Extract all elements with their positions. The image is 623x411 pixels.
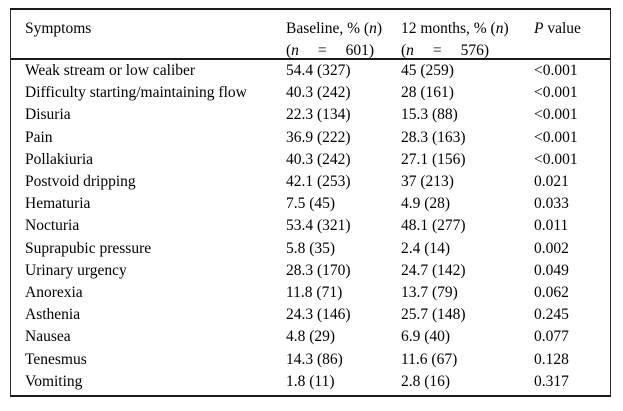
table-row: Hematuria 7.5 (45) 4.9 (28) 0.033 [25, 193, 610, 215]
baseline-header-line1: Baseline, % (n) [286, 20, 382, 37]
symptom-cell: Disuria [25, 106, 71, 124]
months12-cell: 13.7 (79) [401, 283, 458, 301]
pvalue-cell: 0.011 [534, 217, 569, 235]
baseline-cell: 1.8 (11) [286, 372, 335, 390]
table-row: Urinary urgency 28.3 (170) 24.7 (142) 0.… [25, 260, 610, 282]
column-header-12-months: 12 months, % (n) (n = 576) [401, 18, 534, 62]
months12-sample-size: (n = 576) [401, 42, 489, 59]
symptom-cell: Weak stream or low caliber [25, 62, 196, 80]
table-row: Pain 36.9 (222) 28.3 (163) <0.001 [25, 127, 610, 149]
table-row: Vomiting 1.8 (11) 2.8 (16) 0.317 [25, 371, 610, 393]
months12-cell: 25.7 (148) [401, 306, 466, 324]
months12-cell: 2.8 (16) [401, 372, 451, 390]
table-row: Difficulty starting/maintaining flow 40.… [25, 82, 610, 104]
months12-cell: 15.3 (88) [401, 106, 458, 124]
table-row: Weak stream or low caliber 54.4 (327) 45… [25, 60, 610, 82]
baseline-cell: 24.3 (146) [286, 306, 351, 324]
symptom-cell: Postvoid dripping [25, 173, 136, 191]
months12-cell: 24.7 (142) [401, 261, 466, 279]
column-header-symptoms: Symptoms [25, 20, 92, 37]
baseline-cell: 40.3 (242) [286, 150, 351, 168]
symptom-cell: Nocturia [25, 217, 80, 235]
pvalue-cell: 0.317 [534, 372, 569, 390]
baseline-cell: 22.3 (134) [286, 106, 351, 124]
symptom-cell: Anorexia [25, 283, 83, 301]
baseline-cell: 7.5 (45) [286, 195, 336, 213]
pvalue-cell: 0.033 [534, 195, 569, 213]
pvalue-cell: 0.245 [534, 306, 569, 324]
baseline-cell: 36.9 (222) [286, 128, 351, 146]
symptom-cell: Nausea [25, 328, 71, 346]
table-row: Anorexia 11.8 (71) 13.7 (79) 0.062 [25, 282, 610, 304]
months12-header-line1: 12 months, % (n) [401, 20, 509, 37]
pvalue-cell: <0.001 [534, 62, 578, 80]
table-row: Postvoid dripping 42.1 (253) 37 (213) 0.… [25, 171, 610, 193]
pvalue-cell: <0.001 [534, 106, 578, 124]
months12-cell: 48.1 (277) [401, 217, 466, 235]
pvalue-cell: 0.021 [534, 173, 569, 191]
symptom-cell: Tenesmus [25, 350, 87, 368]
table-row: Nocturia 53.4 (321) 48.1 (277) 0.011 [25, 215, 610, 237]
symptoms-results-table: Symptoms Baseline, % (n) (n = 601) 12 mont… [10, 8, 611, 397]
pvalue-cell: <0.001 [534, 84, 578, 102]
symptom-cell: Urinary urgency [25, 261, 127, 279]
pvalue-cell: <0.001 [534, 150, 578, 168]
baseline-cell: 5.8 (35) [286, 239, 336, 257]
baseline-cell: 42.1 (253) [286, 173, 351, 191]
table-row: Disuria 22.3 (134) 15.3 (88) <0.001 [25, 104, 610, 126]
pvalue-cell: <0.001 [534, 128, 578, 146]
table-row: Asthenia 24.3 (146) 25.7 (148) 0.245 [25, 304, 610, 326]
baseline-cell: 53.4 (321) [286, 217, 351, 235]
table-row: Suprapubic pressure 5.8 (35) 2.4 (14) 0.… [25, 238, 610, 260]
months12-cell: 6.9 (40) [401, 328, 451, 346]
symptom-cell: Asthenia [25, 306, 81, 324]
months12-cell: 27.1 (156) [401, 150, 466, 168]
months12-cell: 37 (213) [401, 173, 454, 191]
baseline-cell: 54.4 (327) [286, 62, 351, 80]
pvalue-cell: 0.049 [534, 261, 569, 279]
baseline-cell: 4.8 (29) [286, 328, 336, 346]
pvalue-cell: 0.077 [534, 328, 569, 346]
symptom-cell: Hematuria [25, 195, 91, 213]
months12-cell: 4.9 (28) [401, 195, 451, 213]
pvalue-cell: 0.002 [534, 239, 569, 257]
table-row: Nausea 4.8 (29) 6.9 (40) 0.077 [25, 326, 610, 348]
symptom-cell: Pollakiuria [25, 150, 94, 168]
baseline-cell: 40.3 (242) [286, 84, 351, 102]
months12-cell: 28 (161) [401, 84, 454, 102]
baseline-cell: 11.8 (71) [286, 283, 343, 301]
table-body: Weak stream or low caliber 54.4 (327) 45… [11, 60, 610, 393]
months12-cell: 45 (259) [401, 62, 454, 80]
table-header-row: Symptoms Baseline, % (n) (n = 601) 12 mont… [11, 10, 610, 60]
pvalue-cell: 0.062 [534, 283, 569, 301]
baseline-sample-size: (n = 601) [286, 42, 374, 59]
symptom-cell: Pain [25, 128, 53, 146]
symptom-cell: Suprapubic pressure [25, 239, 152, 257]
table-row: Pollakiuria 40.3 (242) 27.1 (156) <0.001 [25, 149, 610, 171]
symptom-cell: Difficulty starting/maintaining flow [25, 84, 247, 102]
months12-cell: 2.4 (14) [401, 239, 451, 257]
pvalue-cell: 0.128 [534, 350, 569, 368]
months12-cell: 11.6 (67) [401, 350, 458, 368]
table-row: Tenesmus 14.3 (86) 11.6 (67) 0.128 [25, 348, 610, 370]
baseline-cell: 14.3 (86) [286, 350, 343, 368]
months12-cell: 28.3 (163) [401, 128, 466, 146]
baseline-cell: 28.3 (170) [286, 261, 351, 279]
column-header-p-value: P value [534, 20, 581, 37]
column-header-baseline: Baseline, % (n) (n = 601) [286, 18, 401, 62]
symptom-cell: Vomiting [25, 372, 83, 390]
